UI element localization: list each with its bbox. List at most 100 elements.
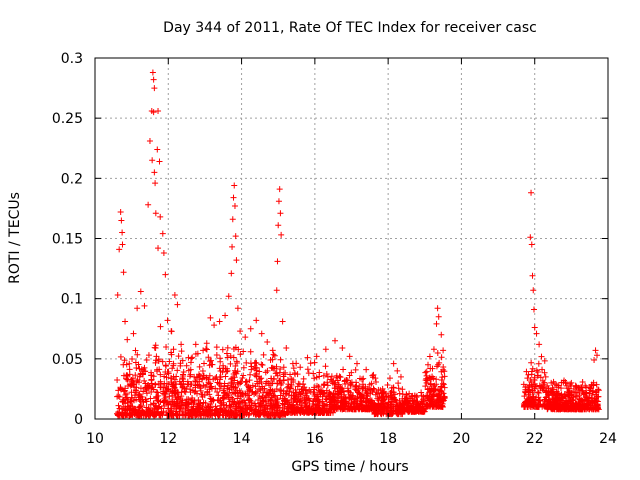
data-point xyxy=(137,288,144,295)
data-point xyxy=(133,384,140,391)
x-tick-label: 22 xyxy=(526,431,544,447)
data-point xyxy=(428,392,435,399)
data-point xyxy=(529,365,536,372)
data-point xyxy=(136,391,143,398)
data-point xyxy=(528,189,535,196)
data-point xyxy=(537,384,544,391)
data-point xyxy=(297,364,304,371)
data-point xyxy=(406,397,413,404)
data-point xyxy=(243,411,250,418)
data-point xyxy=(154,389,161,396)
data-point xyxy=(568,397,575,404)
data-point xyxy=(530,287,537,294)
data-point xyxy=(277,377,284,384)
data-point xyxy=(160,384,167,391)
data-point xyxy=(224,382,231,389)
data-point xyxy=(311,359,318,366)
data-point xyxy=(395,380,402,387)
data-point xyxy=(208,361,215,368)
data-point xyxy=(232,405,239,412)
data-point xyxy=(252,372,259,379)
data-point xyxy=(583,397,590,404)
data-point xyxy=(151,85,158,92)
data-point xyxy=(187,371,194,378)
data-point xyxy=(551,406,558,413)
data-point xyxy=(422,383,429,390)
data-point xyxy=(538,353,545,360)
data-point xyxy=(232,344,239,351)
data-point xyxy=(120,269,127,276)
data-point xyxy=(132,372,139,379)
data-point xyxy=(390,384,397,391)
data-point xyxy=(261,406,268,413)
data-point xyxy=(433,320,440,327)
data-point xyxy=(154,409,161,416)
data-point xyxy=(526,399,533,406)
data-point xyxy=(418,389,425,396)
data-point xyxy=(406,390,413,397)
data-point xyxy=(300,375,307,382)
data-point xyxy=(170,362,177,369)
data-point xyxy=(393,408,400,415)
data-point xyxy=(255,396,262,403)
data-point xyxy=(357,375,364,382)
data-point xyxy=(524,383,531,390)
data-point xyxy=(150,386,157,393)
data-point xyxy=(390,403,397,410)
data-point xyxy=(213,374,220,381)
data-point xyxy=(128,381,135,388)
data-point xyxy=(427,380,434,387)
data-point xyxy=(227,360,234,367)
data-point xyxy=(125,383,132,390)
data-point xyxy=(288,396,295,403)
data-point xyxy=(185,412,192,419)
data-point xyxy=(346,395,353,402)
data-point xyxy=(244,388,251,395)
data-point xyxy=(161,398,168,405)
data-point xyxy=(273,369,280,376)
data-point xyxy=(576,402,583,409)
data-point xyxy=(566,387,573,394)
data-point xyxy=(310,389,317,396)
data-point xyxy=(592,347,599,354)
data-point xyxy=(229,216,236,223)
data-point xyxy=(162,362,169,369)
data-point xyxy=(572,393,579,400)
data-point xyxy=(558,385,565,392)
data-point xyxy=(427,365,434,372)
data-point xyxy=(270,351,277,358)
data-point xyxy=(317,388,324,395)
data-point xyxy=(521,403,528,410)
data-point xyxy=(363,390,370,397)
data-point xyxy=(248,399,255,406)
data-point xyxy=(428,396,435,403)
data-point xyxy=(249,382,256,389)
data-point xyxy=(124,403,131,410)
data-point xyxy=(149,157,156,164)
data-point xyxy=(553,382,560,389)
data-point xyxy=(203,340,210,347)
data-point xyxy=(159,358,166,365)
data-point xyxy=(293,401,300,408)
y-tick-label: 0.05 xyxy=(52,352,83,368)
data-point xyxy=(528,368,535,375)
data-point xyxy=(325,392,332,399)
data-point xyxy=(332,379,339,386)
data-point xyxy=(251,408,258,415)
data-point xyxy=(140,388,147,395)
data-point xyxy=(263,392,270,399)
data-point xyxy=(272,370,279,377)
data-point xyxy=(119,241,126,248)
data-point xyxy=(203,346,210,353)
data-point xyxy=(277,210,284,217)
data-point xyxy=(363,366,370,373)
data-point xyxy=(315,409,322,416)
data-point xyxy=(205,354,212,361)
data-point xyxy=(313,353,320,360)
data-point xyxy=(224,344,231,351)
data-point xyxy=(559,394,566,401)
data-point xyxy=(182,405,189,412)
data-point xyxy=(320,400,327,407)
data-point xyxy=(123,375,130,382)
data-point xyxy=(242,391,249,398)
